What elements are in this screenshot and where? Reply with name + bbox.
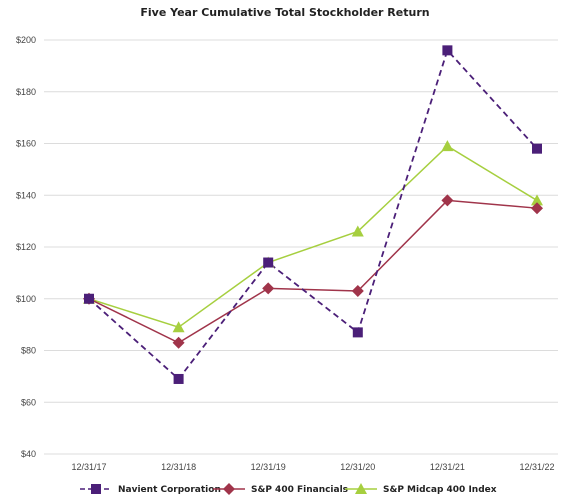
x-axis-ticks: 12/31/17 12/31/18 12/31/19 12/31/20 12/31/21…: [71, 462, 554, 472]
x-tick-label: 12/31/21: [430, 462, 465, 472]
data-point-triangle: [441, 140, 454, 152]
series-layer: [83, 45, 543, 384]
data-point-square: [352, 327, 363, 338]
series-line: [88, 48, 538, 381]
y-tick-label: $200: [16, 35, 36, 45]
data-point-square: [173, 373, 184, 384]
y-tick-label: $80: [21, 346, 36, 356]
y-tick-label: $140: [16, 190, 36, 200]
y-tick-label: $120: [16, 242, 36, 252]
y-axis-ticks: $40 $60 $80 $100 $120 $140 $160 $180 $200: [16, 35, 36, 459]
data-point-diamond: [441, 194, 454, 207]
data-point-diamond: [531, 202, 543, 215]
chart-title: Five Year Cumulative Total Stockholder R…: [140, 6, 430, 19]
legend: Navient Corporation S&P 400 Financials S&P…: [80, 483, 497, 495]
legend-item: Navient Corporation: [80, 484, 221, 495]
data-point-diamond: [172, 336, 185, 349]
y-tick-label: $180: [16, 87, 36, 97]
x-tick-label: 12/31/17: [71, 462, 106, 472]
y-tick-label: $60: [21, 397, 36, 407]
legend-item: S&P 400 Financials: [213, 483, 348, 495]
y-tick-label: $100: [16, 294, 36, 304]
legend-item: S&P Midcap 400 Index: [345, 483, 497, 495]
x-tick-label: 12/31/20: [340, 462, 375, 472]
grid-layer: [44, 39, 558, 455]
data-point-square: [263, 257, 274, 268]
data-point-square: [532, 143, 542, 154]
data-point-triangle: [172, 321, 185, 333]
data-point-triangle: [355, 483, 367, 494]
data-point-diamond: [262, 282, 275, 295]
y-tick-label: $40: [21, 449, 36, 459]
x-tick-label: 12/31/18: [161, 462, 196, 472]
data-point-diamond: [351, 284, 364, 297]
legend-label: Navient Corporation: [118, 485, 221, 495]
x-tick-label: 12/31/22: [519, 462, 554, 472]
legend-label: S&P 400 Financials: [251, 485, 348, 495]
y-tick-label: $160: [16, 139, 36, 149]
series-line: [88, 199, 538, 344]
data-point-triangle: [351, 225, 364, 237]
legend-label: S&P Midcap 400 Index: [383, 485, 497, 495]
data-point-diamond: [223, 483, 235, 495]
data-point-square: [442, 45, 453, 56]
series-line: [88, 145, 538, 329]
data-point-square: [84, 293, 94, 304]
data-point-triangle: [531, 194, 543, 206]
data-point-square: [91, 484, 101, 494]
x-tick-label: 12/31/19: [251, 462, 286, 472]
